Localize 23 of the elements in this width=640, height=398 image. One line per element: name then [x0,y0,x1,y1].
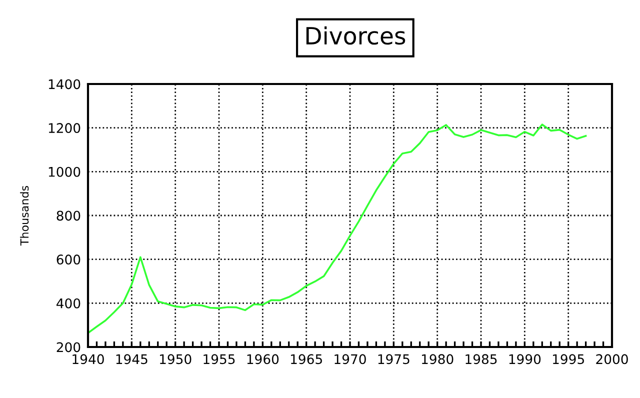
x-tick-label: 1980 [422,354,454,364]
x-tick-label: 1940 [72,354,104,364]
x-tick-label: 1990 [509,354,541,364]
line-series [88,124,587,334]
chart-title: Divorces [306,26,406,45]
x-tick-label: 1950 [160,354,192,364]
y-tick-label: 400 [56,298,80,308]
y-tick-label: 1000 [48,166,80,177]
y-tick-label: 1400 [48,79,80,90]
x-tick-label: 2000 [596,354,628,364]
y-axis-title: Thousands [20,186,29,246]
x-tick-label: 1985 [466,354,497,364]
y-tick-label: 600 [56,254,80,265]
x-tick-label: 1960 [247,354,279,364]
x-tick-label: 1970 [334,354,366,364]
x-tick-label: 1965 [290,354,322,364]
y-tick-label: 1200 [48,123,80,134]
x-tick-label: 1995 [552,354,584,364]
y-tick-label: 200 [56,342,80,352]
x-tick-label: 1945 [116,354,148,364]
x-tick-label: 1955 [204,354,235,364]
x-tick-label: 1975 [378,354,410,364]
y-tick-label: 800 [56,210,80,221]
